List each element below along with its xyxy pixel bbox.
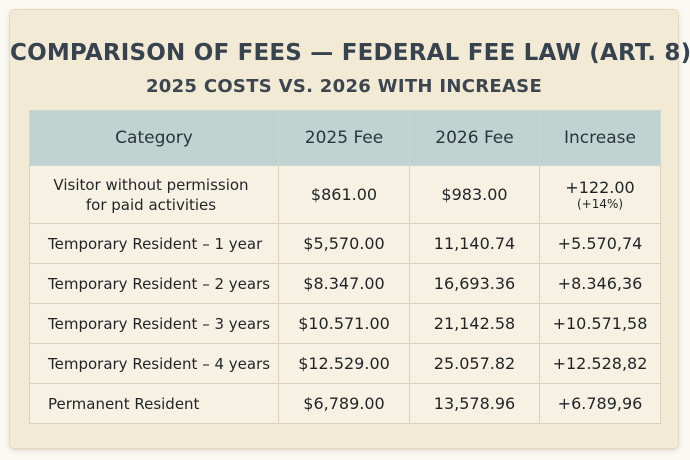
page-subtitle: 2025 COSTS VS. 2026 WITH INCREASE <box>145 76 543 97</box>
page-title: COMPARISON OF FEES — FEDERAL FEE LAW (AR… <box>10 40 690 66</box>
row-increase-amount: +122.00 <box>565 177 635 197</box>
table-header-row: Category 2025 Fee 2026 Fee Increase <box>29 110 661 166</box>
row-increase-percent: (+14%) <box>576 196 624 211</box>
row-category: Temporary Resident – 4 years <box>29 343 279 384</box>
header-increase: Increase <box>539 110 661 166</box>
table-row: Temporary Resident – 4 years $12.529.00 … <box>29 343 661 384</box>
row-category: Temporary Resident – 1 year <box>29 223 279 264</box>
row-category: Visitor without permission for paid acti… <box>29 165 279 224</box>
row-fee-2026: 11,140.74 <box>409 223 540 264</box>
table-row: Visitor without permission for paid acti… <box>29 165 661 224</box>
row-fee-2026: 13,578.96 <box>409 383 540 424</box>
row-increase: +10.571,58 <box>539 303 661 344</box>
table-row: Temporary Resident – 1 year $5,570.00 11… <box>29 223 661 264</box>
row-fee-2026: $983.00 <box>409 165 540 224</box>
row-increase: +5.570,74 <box>539 223 661 264</box>
header-category: Category <box>29 110 279 166</box>
row-fee-2025: $5,570.00 <box>278 223 410 264</box>
table-row: Permanent Resident $6,789.00 13,578.96 +… <box>29 383 661 424</box>
row-fee-2026: 21,142.58 <box>409 303 540 344</box>
row-fee-2025: $8.347.00 <box>278 263 410 304</box>
row-category-line2: for paid activities <box>85 195 217 214</box>
row-fee-2026: 25.057.82 <box>409 343 540 384</box>
row-category: Permanent Resident <box>29 383 279 424</box>
row-fee-2025: $12.529.00 <box>278 343 410 384</box>
header-fee-2025: 2025 Fee <box>278 110 410 166</box>
row-fee-2026: 16,693.36 <box>409 263 540 304</box>
header-fee-2026: 2026 Fee <box>409 110 540 166</box>
row-fee-2025: $861.00 <box>278 165 410 224</box>
fee-comparison-card: COMPARISON OF FEES — FEDERAL FEE LAW (AR… <box>10 10 690 448</box>
row-fee-2025: $10.571.00 <box>278 303 410 344</box>
row-increase: +122.00 (+14%) <box>539 165 661 224</box>
row-increase: +12.528,82 <box>539 343 661 384</box>
row-increase: +8.346,36 <box>539 263 661 304</box>
fee-comparison-table: Category 2025 Fee 2026 Fee Increase Visi… <box>29 110 661 424</box>
table-row: Temporary Resident – 2 years $8.347.00 1… <box>29 263 661 304</box>
row-category: Temporary Resident – 2 years <box>29 263 279 304</box>
row-increase: +6.789,96 <box>539 383 661 424</box>
row-fee-2025: $6,789.00 <box>278 383 410 424</box>
row-category-line1: Visitor without permission <box>53 175 249 194</box>
table-row: Temporary Resident – 3 years $10.571.00 … <box>29 303 661 344</box>
row-category: Temporary Resident – 3 years <box>29 303 279 344</box>
